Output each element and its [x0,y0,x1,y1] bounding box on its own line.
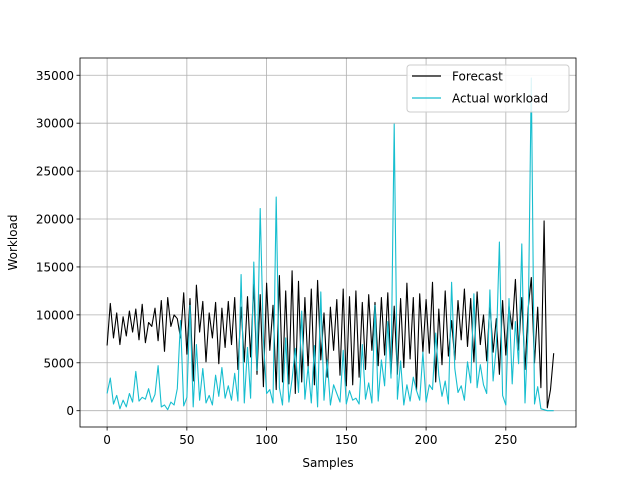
y-axis-title: Workload [6,214,20,270]
series-lines [106,77,555,412]
y-tick-label: 35000 [36,69,74,83]
plot-frame [79,57,577,428]
y-tick-label: 20000 [36,213,74,227]
y-tick-label: 15000 [36,260,74,274]
x-tick-label: 50 [179,433,194,447]
legend-label-forecast: Forecast [452,70,503,84]
series-line-actual-workload [106,77,554,412]
series-line-forecast [106,220,555,409]
x-tick-label: 0 [103,433,111,447]
x-axis-title: Samples [302,456,353,470]
x-tick-label: 200 [415,433,438,447]
y-tick-label: 5000 [43,356,74,370]
y-tick-label: 25000 [36,165,74,179]
y-tick-label: 0 [66,404,74,418]
y-tick-label: 30000 [36,117,74,131]
axis-ticks: 0 50 100 150 200 250 0 5000 10000 15000 20000 25000… [36,69,517,447]
y-tick-label: 10000 [36,308,74,322]
x-tick-label: 150 [335,433,358,447]
legend-box [406,64,570,113]
x-tick-label: 100 [255,433,278,447]
legend: Forecast Actual workload [406,64,570,113]
legend-label-actual-workload: Actual workload [452,92,548,106]
x-tick-label: 250 [494,433,517,447]
